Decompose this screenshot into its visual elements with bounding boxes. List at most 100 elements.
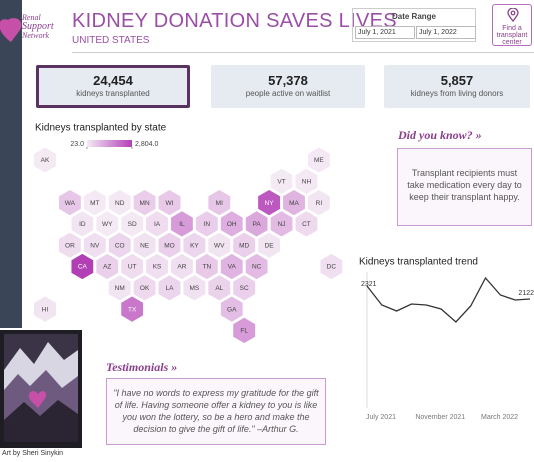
state-hex[interactable] — [294, 166, 319, 196]
state-hex[interactable] — [181, 230, 207, 260]
state-label: SC — [240, 285, 249, 292]
state-hex[interactable] — [306, 145, 332, 175]
logo-line: Support — [22, 21, 54, 32]
state-hex[interactable] — [306, 188, 332, 217]
state-hex[interactable] — [132, 230, 158, 260]
state-hex[interactable] — [57, 188, 83, 217]
state-label: MI — [216, 200, 223, 207]
artwork — [0, 330, 82, 448]
state-label: IA — [154, 221, 161, 228]
trend-line — [366, 276, 531, 323]
state-hex[interactable] — [157, 273, 182, 303]
state-hex[interactable] — [157, 230, 182, 260]
state-hex[interactable] — [157, 188, 182, 217]
state-hex[interactable] — [244, 252, 270, 281]
state-hex[interactable] — [256, 230, 282, 260]
state-hex[interactable] — [256, 188, 282, 217]
state-label: GA — [227, 306, 237, 313]
chart-title: Kidneys transplanted by state — [35, 123, 167, 134]
state-hex[interactable] — [206, 188, 232, 217]
state-hex[interactable] — [169, 209, 195, 239]
state-hex[interactable] — [119, 209, 145, 239]
side-strip — [0, 0, 22, 328]
state-label: NY — [265, 200, 275, 207]
state-label: HI — [42, 306, 49, 313]
state-label: NH — [302, 179, 312, 186]
state-label: WY — [102, 221, 113, 228]
state-hex[interactable] — [294, 209, 319, 239]
state-hex[interactable] — [107, 273, 133, 303]
state-hex[interactable] — [269, 209, 294, 239]
x-tick-label: November 2021 — [415, 414, 465, 421]
did-you-know-title[interactable]: Did you know? » — [398, 128, 482, 142]
state-hex[interactable] — [281, 188, 307, 217]
state-hex[interactable] — [107, 230, 133, 260]
state-label: DC — [327, 264, 337, 271]
state-label: OH — [227, 221, 237, 228]
state-hex[interactable] — [94, 252, 120, 281]
state-hex[interactable] — [194, 209, 220, 239]
button-label[interactable]: Find a transplant center — [496, 25, 528, 46]
logo-line: Renal — [22, 13, 41, 22]
state-hex[interactable] — [231, 273, 257, 303]
state-label: CA — [78, 264, 88, 271]
state-label: WV — [214, 242, 225, 249]
state-hex[interactable] — [82, 230, 108, 260]
state-hex[interactable] — [132, 188, 158, 217]
page-title: KIDNEY DONATION SAVES LIVES — [72, 10, 397, 32]
state-hex[interactable] — [206, 273, 232, 303]
state-label: AK — [41, 157, 50, 164]
state-hex[interactable] — [219, 209, 245, 239]
kpi-card[interactable]: 24,454 kidneys transplanted — [36, 65, 190, 108]
state-hex[interactable] — [318, 252, 344, 281]
state-label: WA — [65, 200, 76, 207]
state-label: NE — [140, 242, 150, 249]
state-hex[interactable] — [32, 145, 58, 175]
state-label: NJ — [278, 221, 286, 228]
state-label: KS — [153, 264, 162, 271]
state-label: NM — [115, 285, 125, 292]
testimonials-title[interactable]: Testimonials » — [106, 360, 178, 374]
state-hex[interactable] — [57, 230, 83, 260]
state-hex[interactable] — [132, 273, 158, 303]
state-hex[interactable] — [181, 273, 207, 303]
state-hex[interactable] — [144, 252, 170, 281]
state-label: KY — [190, 242, 199, 249]
state-hex[interactable] — [94, 209, 120, 239]
state-hex[interactable] — [82, 188, 108, 217]
state-hex[interactable] — [244, 209, 270, 239]
state-label: MD — [239, 242, 249, 249]
start-date[interactable]: July 1, 2021 — [355, 26, 415, 39]
state-hex[interactable] — [119, 252, 145, 281]
state-hex[interactable] — [219, 252, 245, 281]
state-label: WI — [166, 200, 174, 207]
logo-heart — [0, 18, 22, 42]
legend-label: 2,804.0 — [135, 141, 158, 148]
state-hex[interactable] — [69, 252, 95, 281]
state-label: VA — [228, 264, 237, 271]
state-hex[interactable] — [169, 252, 195, 281]
state-hex[interactable] — [219, 294, 245, 324]
state-hex[interactable] — [231, 230, 257, 260]
state-hex[interactable] — [144, 209, 170, 239]
state-hex[interactable] — [194, 252, 220, 281]
state-hex[interactable] — [269, 166, 294, 196]
state-hex[interactable] — [32, 294, 58, 324]
kpi-label: people active on waitlist — [245, 89, 331, 98]
state-label: OR — [65, 242, 75, 249]
chart-title: Kidneys transplanted trend — [359, 257, 478, 268]
state-hex[interactable] — [231, 316, 257, 345]
state-label: DE — [265, 242, 275, 249]
kpi-value: 24,454 — [93, 73, 133, 88]
kpi-card[interactable]: 5,857 kidneys from living donors — [384, 65, 530, 108]
location-icon — [507, 8, 519, 22]
state-hex[interactable] — [69, 209, 95, 239]
find-center-button[interactable]: Find a transplant center — [492, 4, 532, 46]
state-hex[interactable] — [206, 230, 232, 260]
state-hex[interactable] — [119, 294, 145, 324]
end-date[interactable]: July 1, 2022 — [416, 26, 476, 39]
kpi-card[interactable]: 57,378 people active on waitlist — [211, 65, 365, 108]
state-hex[interactable] — [107, 188, 133, 217]
state-label: LA — [166, 285, 175, 292]
